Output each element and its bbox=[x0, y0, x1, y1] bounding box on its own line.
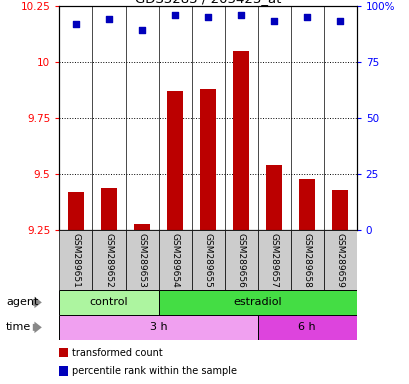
Bar bbox=[298, 179, 315, 230]
Bar bbox=[158, 230, 191, 290]
Text: GSM289659: GSM289659 bbox=[335, 233, 344, 288]
Text: estradiol: estradiol bbox=[233, 297, 281, 308]
Bar bbox=[166, 91, 183, 230]
Point bbox=[106, 16, 112, 22]
Text: GSM289652: GSM289652 bbox=[104, 233, 113, 288]
Bar bbox=[257, 230, 290, 290]
Bar bbox=[265, 165, 282, 230]
Text: GSM289656: GSM289656 bbox=[236, 233, 245, 288]
Text: GSM289655: GSM289655 bbox=[203, 233, 212, 288]
Bar bbox=[191, 230, 224, 290]
Text: GSM289658: GSM289658 bbox=[302, 233, 311, 288]
Bar bbox=[101, 188, 117, 230]
Text: percentile rank within the sample: percentile rank within the sample bbox=[72, 366, 236, 376]
Bar bbox=[158, 290, 356, 315]
Point bbox=[336, 18, 343, 25]
Bar bbox=[92, 230, 125, 290]
Text: agent: agent bbox=[6, 297, 38, 308]
Point bbox=[171, 12, 178, 18]
Bar bbox=[323, 230, 356, 290]
Bar bbox=[59, 290, 158, 315]
Bar bbox=[232, 51, 249, 230]
Bar bbox=[125, 230, 158, 290]
Bar bbox=[224, 230, 257, 290]
Title: GDS3283 / 205423_at: GDS3283 / 205423_at bbox=[135, 0, 281, 5]
Bar bbox=[290, 230, 323, 290]
Text: GSM289651: GSM289651 bbox=[71, 233, 80, 288]
Text: 6 h: 6 h bbox=[298, 322, 315, 333]
Point bbox=[303, 14, 310, 20]
Bar bbox=[257, 315, 356, 340]
Bar bbox=[59, 315, 257, 340]
Text: time: time bbox=[6, 322, 31, 333]
Point bbox=[138, 27, 145, 33]
Point bbox=[204, 14, 211, 20]
Bar bbox=[67, 192, 84, 230]
Text: 3 h: 3 h bbox=[149, 322, 167, 333]
Bar bbox=[331, 190, 348, 230]
Point bbox=[270, 18, 277, 25]
Text: control: control bbox=[90, 297, 128, 308]
Bar bbox=[199, 89, 216, 230]
Point bbox=[72, 21, 79, 27]
Bar bbox=[59, 230, 92, 290]
Text: transformed count: transformed count bbox=[72, 348, 162, 358]
Bar bbox=[133, 223, 150, 230]
Point bbox=[237, 12, 244, 18]
Text: GSM289657: GSM289657 bbox=[269, 233, 278, 288]
Text: GSM289653: GSM289653 bbox=[137, 233, 146, 288]
Text: GSM289654: GSM289654 bbox=[170, 233, 179, 288]
